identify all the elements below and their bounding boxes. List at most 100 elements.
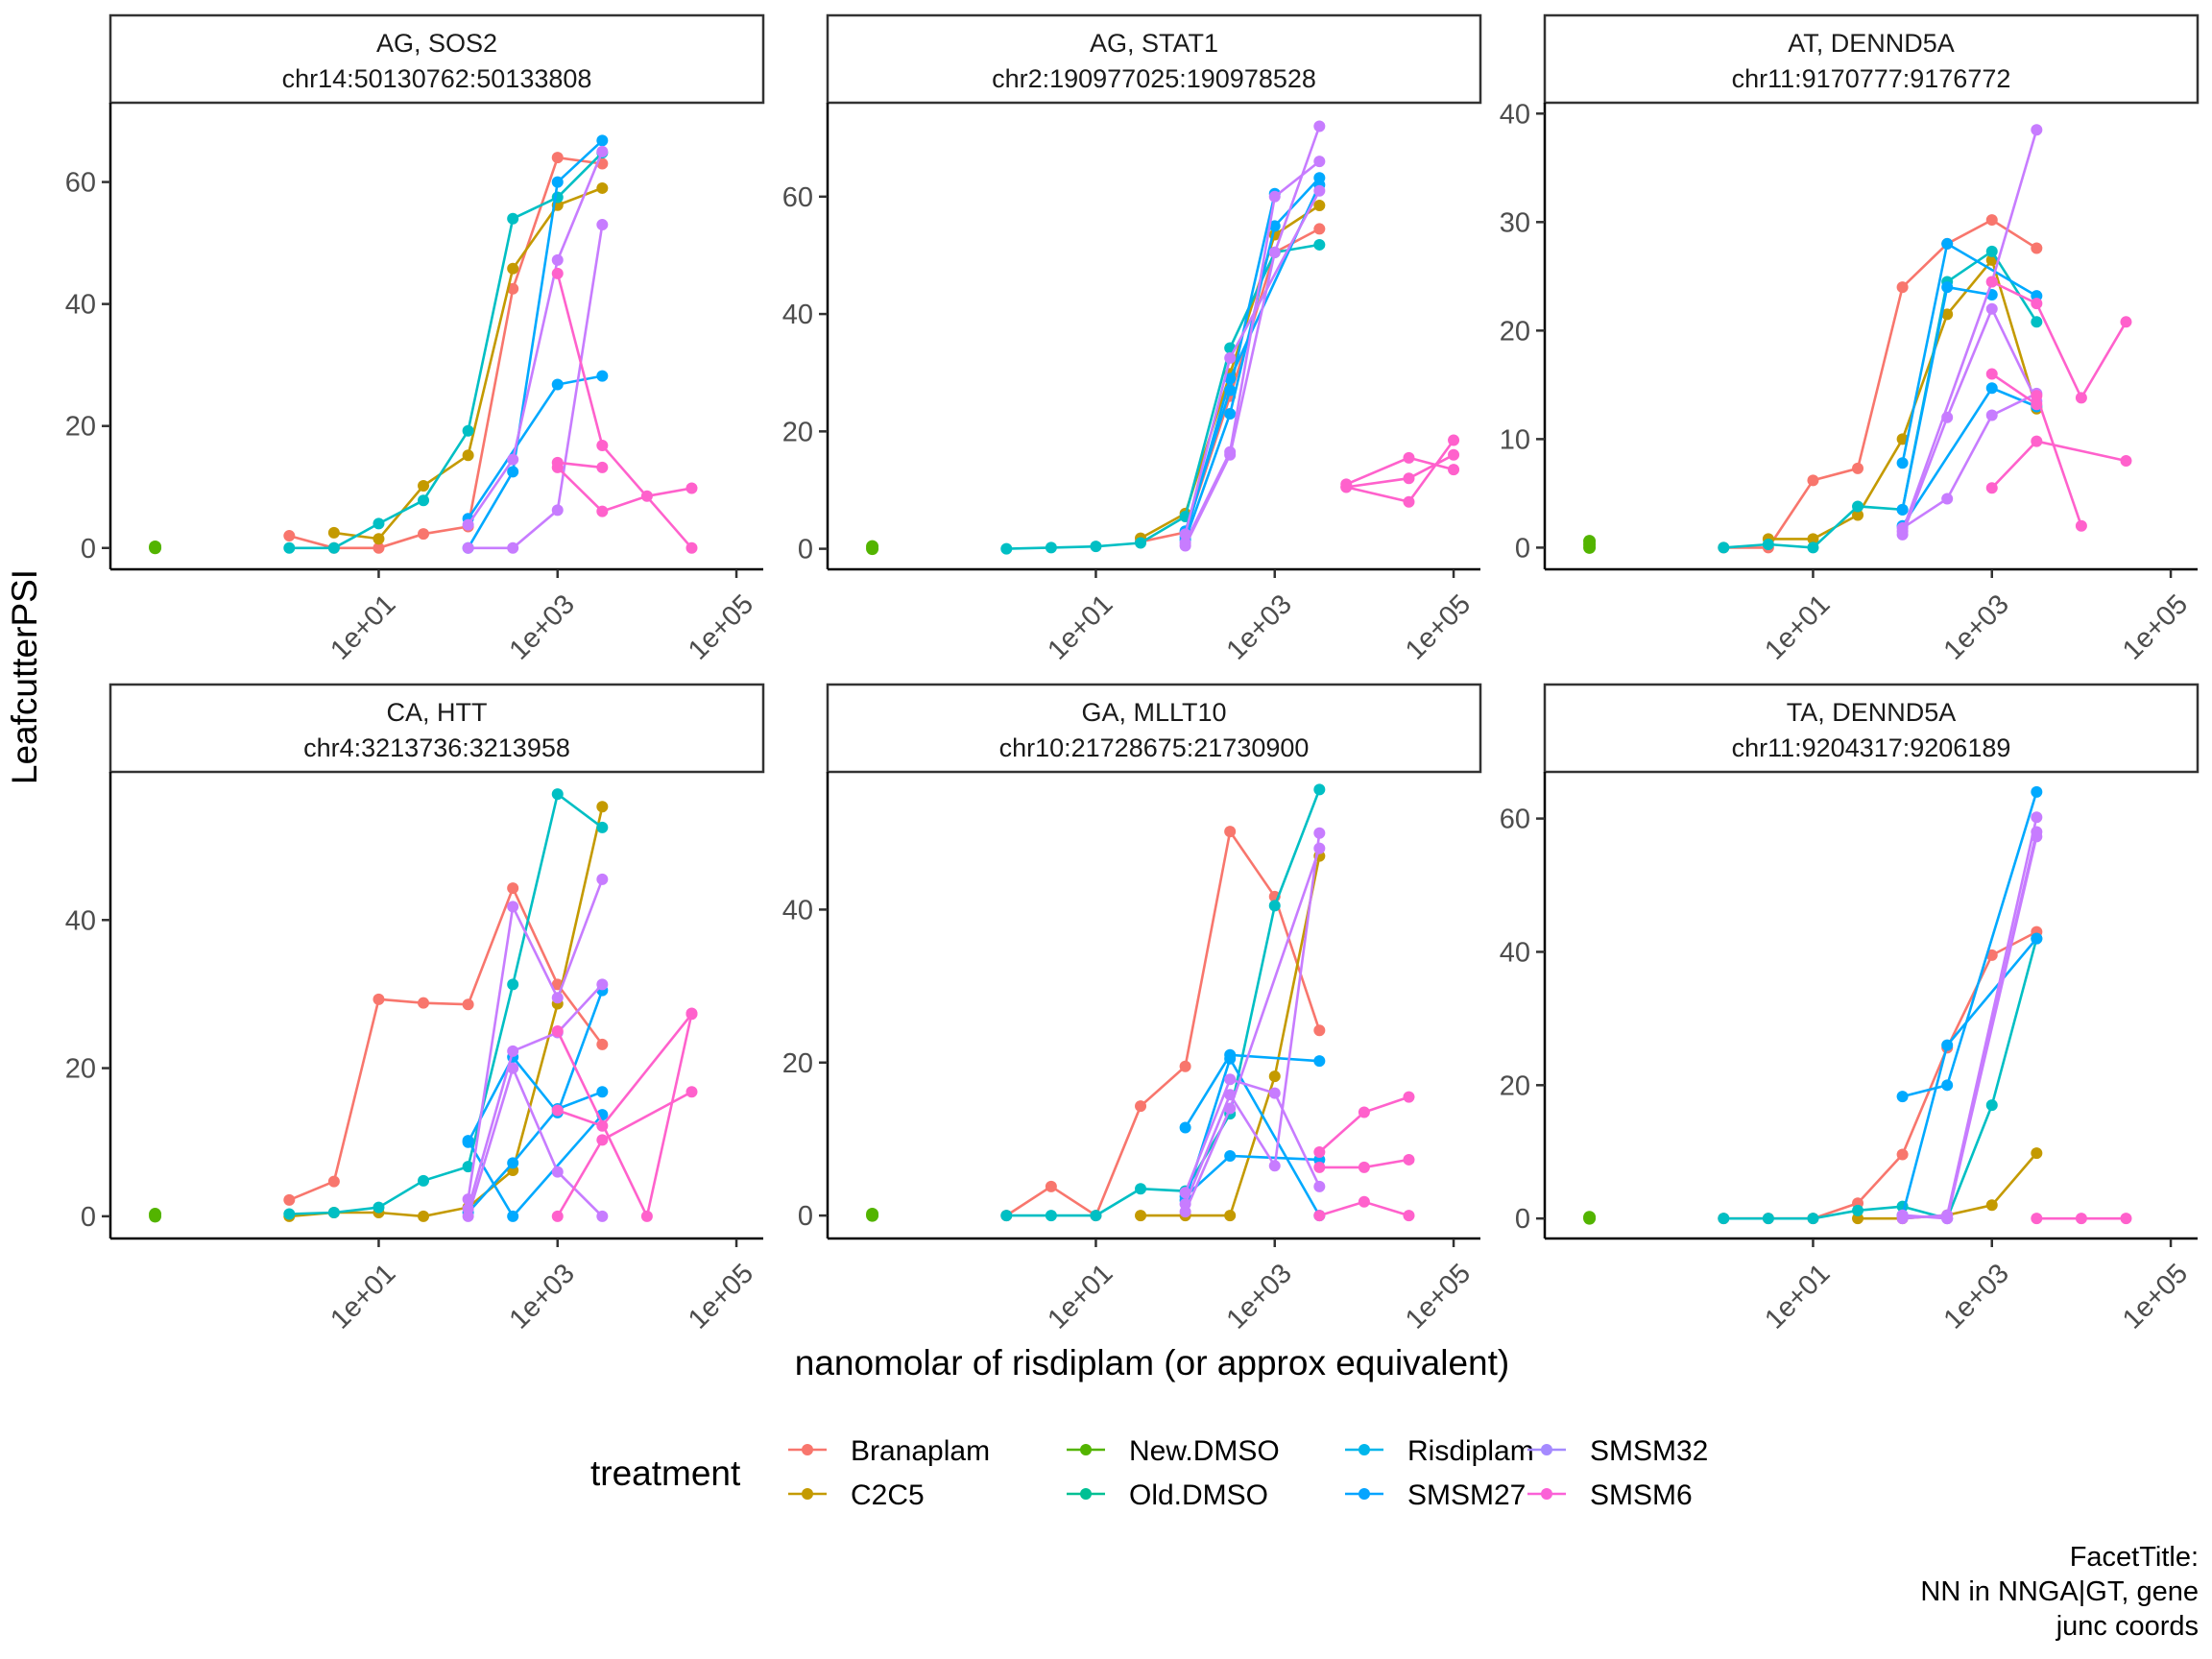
y-tick-label: 10: [1500, 424, 1530, 455]
series-risdiplam: [283, 788, 609, 1220]
data-point: [1224, 826, 1237, 838]
data-point: [1985, 409, 1998, 421]
facet-coords: chr11:9204317:9206189: [1732, 733, 2011, 762]
data-point: [1403, 1091, 1415, 1103]
data-point: [551, 253, 564, 266]
data-point: [462, 1203, 474, 1215]
data-point: [1358, 1195, 1370, 1208]
data-point: [1313, 1210, 1326, 1222]
data-point: [551, 378, 564, 391]
series-smsm6: [1340, 434, 1460, 508]
data-point: [2031, 811, 2043, 824]
data-point: [596, 219, 609, 231]
data-point: [1985, 1099, 1998, 1112]
data-point: [1135, 537, 1147, 549]
data-point: [1985, 482, 1998, 494]
data-point: [1852, 500, 1864, 513]
data-point: [1403, 472, 1415, 485]
data-point: [1179, 1060, 1191, 1072]
data-point: [2031, 435, 2043, 447]
data-point: [1179, 1206, 1191, 1218]
data-point: [1985, 368, 1998, 380]
data-point: [685, 541, 698, 554]
data-point: [1941, 1039, 1954, 1051]
y-tick-label: 0: [81, 1202, 96, 1233]
data-point: [2075, 392, 2087, 404]
facet-coords: chr10:21728675:21730900: [999, 733, 1310, 762]
y-tick-label: 20: [65, 412, 96, 443]
series-line: [1006, 243, 1320, 550]
data-point: [551, 1025, 564, 1037]
data-point: [1313, 1161, 1326, 1173]
data-point: [462, 998, 474, 1011]
facet-coords: chr11:9170777:9176772: [1732, 64, 2011, 93]
data-point: [327, 1175, 340, 1188]
data-point: [1718, 1213, 1730, 1225]
legend-item: Branaplam: [788, 1435, 990, 1467]
data-point: [1448, 464, 1460, 476]
data-point: [1135, 1183, 1147, 1195]
series-dmso: [149, 1208, 162, 1223]
series-line: [556, 466, 692, 514]
data-point: [1985, 302, 1998, 315]
x-axis-label: nanomolar of risdiplam (or approx equiva…: [795, 1343, 1509, 1382]
data-point: [2031, 1213, 2043, 1225]
data-point: [462, 424, 474, 437]
series-line: [1945, 831, 2038, 1219]
y-tick-label: 40: [65, 290, 96, 321]
series-smsm6: [2031, 1213, 2132, 1225]
data-point: [1583, 1211, 1597, 1224]
data-point: [1224, 1073, 1237, 1086]
legend-item: SMSM6: [1527, 1479, 1693, 1511]
y-tick-label: 60: [65, 168, 96, 199]
legend-key-point: [802, 1488, 813, 1500]
data-point: [1807, 533, 1819, 545]
data-point: [283, 530, 296, 542]
legend-label: Old.DMSO: [1129, 1479, 1268, 1511]
data-point: [1358, 1161, 1370, 1173]
data-point: [1896, 433, 1909, 445]
data-point: [507, 1210, 519, 1222]
y-tick-label: 30: [1500, 207, 1530, 238]
y-axis-label: LeafcutterPSI: [5, 569, 44, 784]
y-tick-label: 20: [65, 1054, 96, 1085]
data-point: [418, 1174, 430, 1187]
series-line: [1184, 160, 1321, 544]
data-point: [283, 1208, 296, 1220]
legend-label: SMSM6: [1590, 1479, 1693, 1511]
data-point: [2031, 785, 2043, 798]
data-point: [462, 1193, 474, 1206]
data-point: [596, 505, 609, 517]
facet-title: TA, DENND5A: [1787, 698, 1957, 727]
facet-strip: [826, 13, 1482, 105]
legend: treatment Branaplam C2C5 New.DMSO Old.DMSO Ri…: [590, 1435, 1708, 1511]
y-tick-label: 60: [1500, 805, 1530, 835]
data-point: [1224, 408, 1237, 420]
data-point: [685, 1007, 698, 1020]
data-point: [1896, 281, 1909, 294]
facet-title: AT, DENND5A: [1788, 29, 1955, 58]
data-point: [507, 262, 519, 275]
series-line: [289, 152, 604, 550]
legend-title: treatment: [590, 1454, 741, 1493]
data-point: [2031, 390, 2043, 402]
data-point: [2031, 1147, 2043, 1160]
data-point: [1313, 1024, 1326, 1037]
facet-strip: [1543, 13, 2200, 105]
data-point: [418, 1210, 430, 1222]
data-point: [1340, 481, 1353, 493]
y-tick-label: 20: [782, 417, 813, 447]
series-line: [1005, 828, 1321, 1218]
series-line: [467, 151, 604, 526]
data-point: [1224, 1149, 1237, 1162]
series-line: [467, 990, 604, 1143]
data-point: [640, 490, 653, 502]
data-point: [1403, 451, 1415, 464]
data-point: [1313, 120, 1326, 132]
legend-label: SMSM27: [1407, 1479, 1526, 1511]
data-point: [596, 440, 609, 452]
series-risdiplam: [1000, 238, 1326, 555]
data-point: [1268, 1087, 1281, 1099]
data-point: [1224, 1102, 1237, 1115]
data-point: [462, 518, 474, 531]
